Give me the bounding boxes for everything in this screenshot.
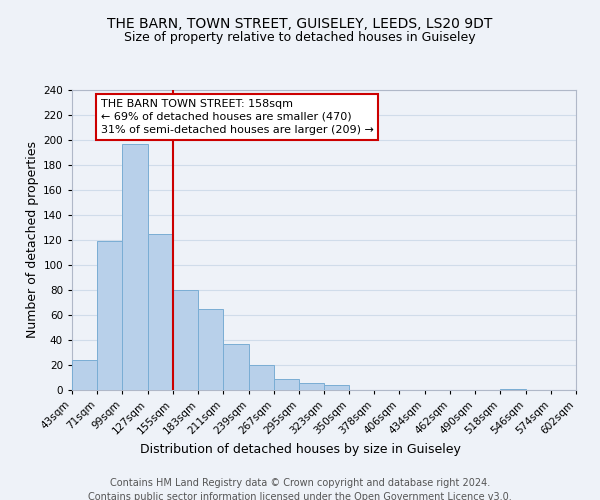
Bar [223,344,249,390]
Bar [299,382,325,390]
Bar [122,144,148,390]
Bar [72,360,97,390]
Bar [173,290,198,390]
Bar [500,389,526,390]
Text: THE BARN, TOWN STREET, GUISELEY, LEEDS, LS20 9DT: THE BARN, TOWN STREET, GUISELEY, LEEDS, … [107,18,493,32]
Bar [148,234,173,390]
Bar [198,308,223,390]
Text: THE BARN TOWN STREET: 158sqm
← 69% of detached houses are smaller (470)
31% of s: THE BARN TOWN STREET: 158sqm ← 69% of de… [101,99,374,135]
Y-axis label: Number of detached properties: Number of detached properties [26,142,39,338]
Bar [249,365,274,390]
Bar [97,242,122,390]
Bar [274,379,299,390]
Text: Distribution of detached houses by size in Guiseley: Distribution of detached houses by size … [140,442,460,456]
Text: Contains HM Land Registry data © Crown copyright and database right 2024.
Contai: Contains HM Land Registry data © Crown c… [88,478,512,500]
Bar [325,385,349,390]
Text: Size of property relative to detached houses in Guiseley: Size of property relative to detached ho… [124,31,476,44]
